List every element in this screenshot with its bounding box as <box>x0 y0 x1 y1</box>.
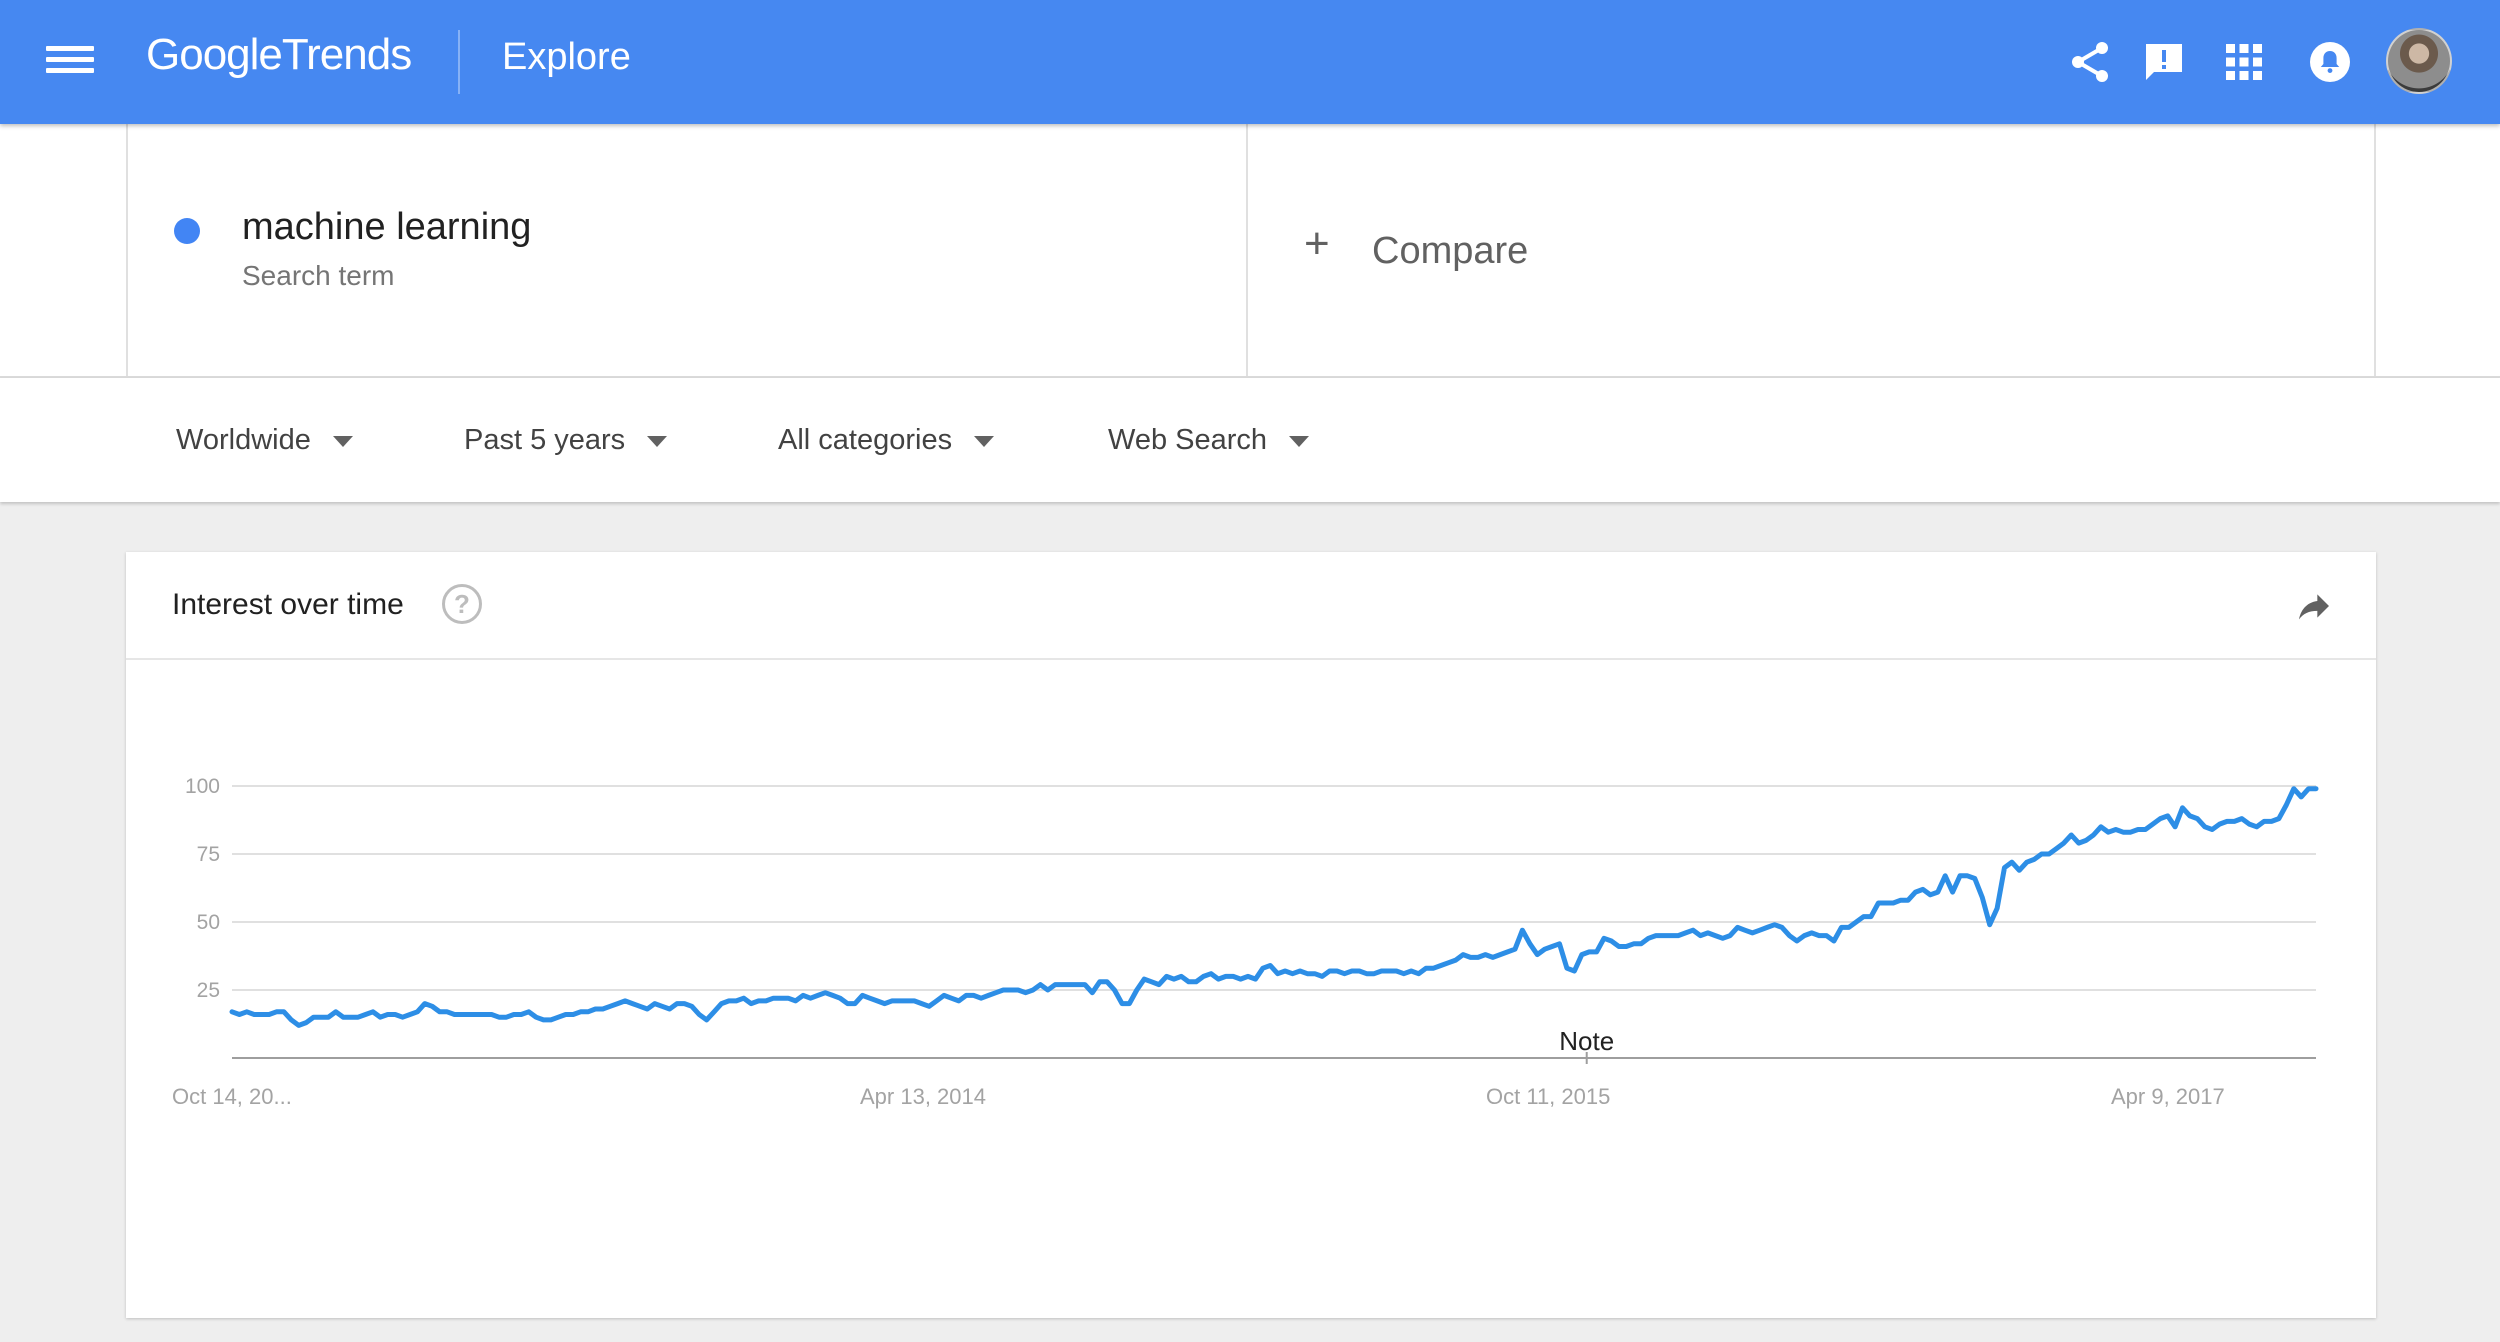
y-tick-label: 75 <box>197 843 220 866</box>
plus-icon: + <box>1304 219 1330 268</box>
filter-time-label: Past 5 years <box>464 424 626 456</box>
filter-category-label: All categories <box>778 424 953 456</box>
avatar[interactable] <box>2386 28 2452 94</box>
feedback-icon[interactable] <box>2140 38 2188 86</box>
x-tick-label: Apr 13, 2014 <box>860 1084 986 1109</box>
y-tick-label: 100 <box>185 775 220 798</box>
filter-region-label: Worldwide <box>176 424 311 456</box>
card-header: Interest over time ? <box>126 552 2376 660</box>
dropdown-arrow-icon <box>647 435 668 447</box>
x-tick-label: Apr 9, 2017 <box>2111 1084 2225 1109</box>
apps-grid-icon[interactable] <box>2220 38 2268 86</box>
filter-category-dropdown[interactable]: All categories <box>778 424 995 457</box>
y-tick-label: 25 <box>197 979 220 1002</box>
dropdown-arrow-icon <box>974 435 995 447</box>
appbar-divider <box>458 30 460 94</box>
filter-search-type-dropdown[interactable]: Web Search <box>1108 424 1310 457</box>
filter-time-dropdown[interactable]: Past 5 years <box>464 424 668 457</box>
filter-region-dropdown[interactable]: Worldwide <box>176 424 353 457</box>
interest-over-time-card: Interest over time ? 25 50 75 100 Oct 14, 20… <box>126 552 2376 1318</box>
notifications-icon[interactable] <box>2306 38 2354 86</box>
share-arrow-icon[interactable] <box>2292 586 2336 626</box>
search-term-name: machine learning <box>242 206 532 248</box>
y-tick-label: 50 <box>197 911 220 934</box>
share-icon[interactable] <box>2066 38 2114 86</box>
search-term-subtitle: Search term <box>242 260 395 291</box>
search-term-card[interactable]: machine learning Search term <box>126 124 1248 376</box>
logo-trends-text: Trends <box>281 30 412 79</box>
note-label: Note <box>1559 1026 1614 1056</box>
app-bar: GoogleTrends Explore <box>0 0 2500 124</box>
search-terms-strip: machine learning Search term + Compare <box>0 124 2500 378</box>
x-tick-label: Oct 14, 20... <box>172 1084 292 1109</box>
menu-icon[interactable] <box>46 40 94 84</box>
logo-google-text: Google <box>146 30 283 79</box>
filter-bar: Worldwide Past 5 years All categories We… <box>0 378 2500 502</box>
term-color-dot <box>174 218 200 244</box>
compare-button[interactable]: + Compare <box>1248 124 2376 376</box>
series-line-machine-learning <box>229 786 2319 1028</box>
filter-search-type-label: Web Search <box>1108 424 1268 456</box>
x-tick-label: Oct 11, 2015 <box>1486 1084 1610 1109</box>
help-icon[interactable]: ? <box>442 584 482 624</box>
dropdown-arrow-icon <box>332 435 353 447</box>
interest-line-chart: 25 50 75 100 Oct 14, 20... Apr 13, 2014 Oct 11… <box>172 775 2319 1109</box>
page-title: Explore <box>502 36 631 78</box>
compare-label: Compare <box>1372 230 1529 272</box>
google-trends-logo[interactable]: GoogleTrends <box>146 30 412 90</box>
dropdown-arrow-icon <box>1289 435 1310 447</box>
card-title: Interest over time <box>172 588 404 621</box>
